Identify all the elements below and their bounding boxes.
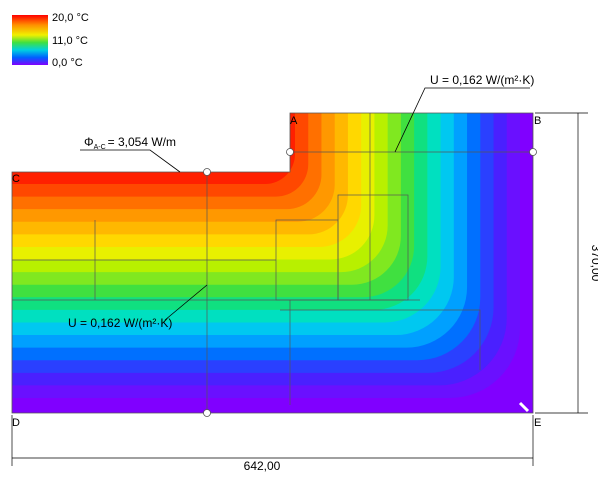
point-label: E (534, 417, 541, 429)
point-label: B (534, 115, 541, 127)
construction-lines (12, 113, 533, 413)
leader (394, 87, 530, 153)
point-label: A (290, 115, 298, 127)
isotherm-bands (12, 113, 533, 413)
dimension-lines (11, 112, 588, 466)
legend-scale (12, 15, 48, 65)
outline (11, 112, 534, 414)
legend-label: 0,0 °C (52, 57, 83, 69)
point-label: D (12, 417, 20, 429)
marker (518, 401, 530, 413)
leader (80, 149, 181, 173)
dimension-height: 370,00 (589, 245, 598, 282)
nodes (203, 148, 537, 417)
legend-label: 11,0 °C (52, 35, 88, 47)
legend-label: 20,0 °C (52, 12, 89, 24)
dimension-width: 642,00 (244, 459, 281, 473)
leader (164, 284, 208, 321)
point-label: C (12, 173, 20, 185)
u-value: U = 0,162 W/(m²·K) (430, 73, 534, 87)
u-value: U = 0,162 W/(m²·K) (68, 316, 172, 330)
flux-label: ΦA-C = 3,054 W/m (84, 135, 176, 151)
